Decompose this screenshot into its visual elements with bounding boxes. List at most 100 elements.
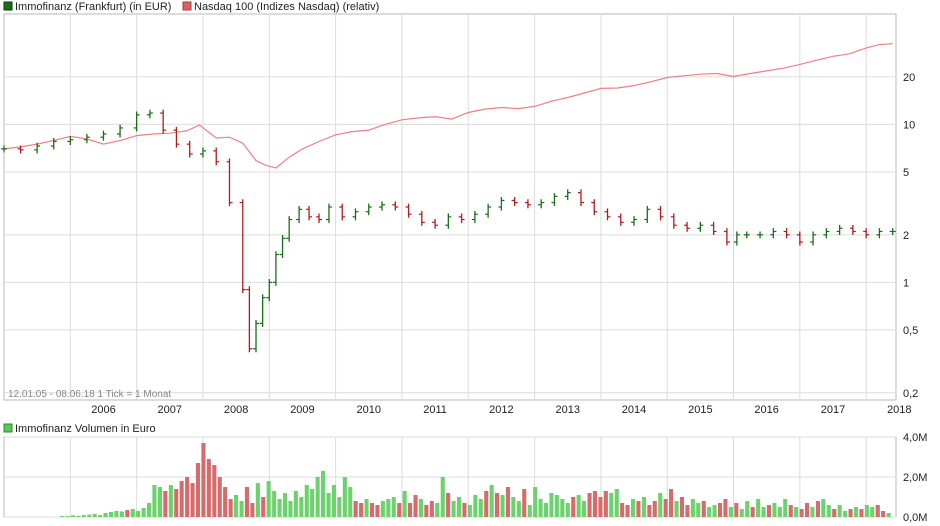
- volume-bar: [609, 493, 614, 517]
- volume-bar: [826, 505, 831, 517]
- volume-bar: [435, 503, 440, 517]
- volume-bar: [832, 509, 837, 517]
- volume-y-tick-label: 4,0M: [903, 432, 927, 444]
- price-x-tick-label: 2011: [423, 404, 447, 416]
- immofinanz-series: [1, 109, 896, 353]
- volume-bar: [527, 505, 532, 517]
- volume-bar: [728, 507, 733, 517]
- volume-bar: [70, 515, 75, 517]
- volume-bar: [152, 485, 157, 517]
- volume-bar: [359, 503, 364, 517]
- volume-legend-label: Immofinanz Volumen in Euro: [15, 423, 156, 435]
- volume-bar: [342, 477, 347, 517]
- price-x-tick-label: 2016: [754, 404, 778, 416]
- volume-bar: [65, 516, 70, 517]
- volume-bar: [337, 497, 342, 517]
- volume-bar: [864, 505, 869, 517]
- legend-immofinanz-swatch: [3, 1, 13, 11]
- volume-bar: [859, 509, 864, 517]
- volume-bar: [576, 495, 581, 517]
- volume-bar: [788, 505, 793, 517]
- volume-bar: [98, 515, 103, 517]
- volume-bar: [451, 501, 456, 517]
- volume-bar: [707, 507, 712, 517]
- volume-bar: [886, 513, 891, 517]
- volume-bar: [190, 483, 195, 517]
- volume-bar: [663, 499, 668, 517]
- volume-bar: [168, 485, 173, 517]
- legend-immofinanz-label: Immofinanz (Frankfurt) (in EUR): [15, 1, 171, 13]
- volume-bar: [386, 499, 391, 517]
- volume-bar: [413, 495, 418, 517]
- volume-bar: [821, 499, 826, 517]
- price-x-tick-label: 2006: [91, 404, 115, 416]
- volume-bar: [326, 493, 331, 517]
- volume-bar: [766, 505, 771, 517]
- volume-bar: [783, 499, 788, 517]
- volume-bar: [582, 501, 587, 517]
- volume-bar: [489, 485, 494, 517]
- volume-bar: [554, 495, 559, 517]
- volume-bar: [538, 499, 543, 517]
- volume-bar: [685, 505, 690, 517]
- price-x-tick-label: 2012: [489, 404, 513, 416]
- volume-legend-swatch: [3, 423, 13, 433]
- volume-y-tick-label: 0,0M: [903, 512, 927, 524]
- price-y-axis: 0,2 0,5 1 2 5 10 20: [903, 72, 918, 400]
- volume-bar: [60, 516, 65, 517]
- volume-bar: [418, 499, 423, 517]
- volume-bar: [185, 477, 190, 517]
- volume-bar: [870, 507, 875, 517]
- price-y-tick-label: 0,2: [903, 388, 918, 400]
- volume-bar: [272, 491, 277, 517]
- volume-bar: [723, 499, 728, 517]
- volume-bar: [157, 487, 162, 517]
- volume-bar: [511, 497, 516, 517]
- volume-bar: [625, 505, 630, 517]
- price-y-tick-label: 10: [903, 119, 915, 131]
- price-x-tick-label: 2007: [158, 404, 182, 416]
- volume-bar: [549, 493, 554, 517]
- volume-bar: [348, 487, 353, 517]
- volume-bar: [533, 487, 538, 517]
- volume-bar: [679, 497, 684, 517]
- volume-bar: [636, 501, 641, 517]
- volume-y-tick-label: 2,0M: [903, 472, 927, 484]
- volume-bar: [571, 497, 576, 517]
- legend-nasdaq-swatch: [182, 1, 192, 11]
- price-grid: [4, 14, 896, 400]
- legend-nasdaq-label: Nasdaq 100 (Indizes Nasdaq) (relativ): [194, 1, 379, 13]
- volume-bar: [429, 501, 434, 517]
- volume-bar: [603, 491, 608, 517]
- volume-bar: [739, 509, 744, 517]
- volume-bar: [304, 485, 309, 517]
- volume-bar: [881, 511, 886, 517]
- volume-bar: [380, 501, 385, 517]
- volume-bar: [690, 499, 695, 517]
- volume-bar: [598, 497, 603, 517]
- volume-bar: [544, 503, 549, 517]
- volume-bar: [206, 459, 211, 517]
- volume-bar: [712, 505, 717, 517]
- volume-bar: [103, 513, 108, 517]
- volume-bar: [408, 503, 413, 517]
- volume-bar: [223, 487, 228, 517]
- volume-bar: [277, 499, 282, 517]
- nasdaq-line-path: [3, 43, 893, 169]
- volume-bar: [750, 507, 755, 517]
- volume-bar: [810, 507, 815, 517]
- volume-bar: [266, 481, 271, 517]
- volume-bar: [772, 503, 777, 517]
- volume-bar: [592, 491, 597, 517]
- volume-bar: [391, 497, 396, 517]
- volume-bar: [669, 489, 674, 517]
- volume-bar: [614, 489, 619, 517]
- volume-bar: [495, 493, 500, 517]
- volume-bar: [163, 491, 168, 517]
- volume-bar: [446, 493, 451, 517]
- price-x-tick-label: 2018: [887, 404, 911, 416]
- volume-bar: [114, 511, 119, 517]
- volume-bar: [76, 515, 81, 517]
- volume-bar: [321, 471, 326, 517]
